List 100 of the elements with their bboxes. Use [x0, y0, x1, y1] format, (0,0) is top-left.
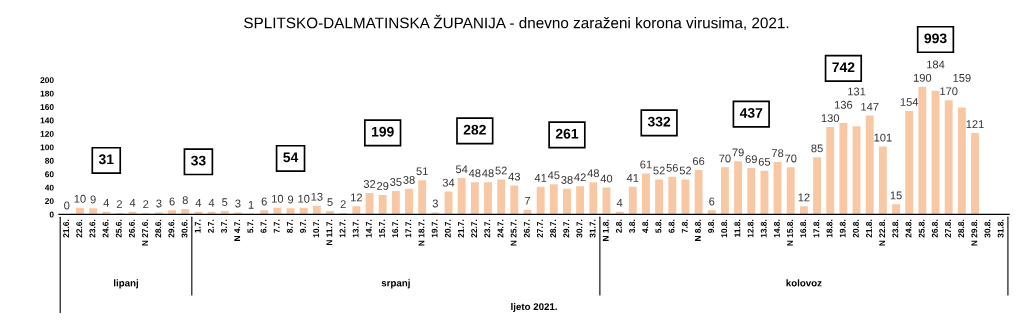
x-tick-label: 3.8.	[629, 219, 636, 233]
data-label: 0	[64, 201, 70, 210]
x-tick-label: 5.8.	[655, 219, 662, 233]
data-label: 85	[811, 144, 823, 153]
x-tick-label: 31.8.	[997, 219, 1004, 238]
data-label: 61	[640, 160, 652, 169]
x-tick-label: 21.6.	[63, 219, 70, 238]
x-tick-label: 19.7.	[431, 219, 438, 238]
data-label: 6	[169, 197, 175, 206]
chart-title: SPLITSKO-DALMATINSKA ŽUPANIJA - dnevno zaraženi korona virusima, 2021.	[244, 14, 789, 31]
data-label: 41	[534, 174, 547, 182]
data-label: 2	[143, 200, 149, 208]
data-label: 42	[574, 173, 586, 182]
data-label: 40	[600, 174, 613, 183]
x-tick-label: 9.8.	[708, 219, 714, 233]
x-tick-label: 30.8.	[984, 219, 991, 238]
data-label: 170	[940, 87, 958, 96]
data-label: 101	[874, 133, 892, 142]
data-label: 78	[771, 149, 784, 158]
data-label: 4	[195, 198, 202, 207]
x-tick-label: N 1.8.	[602, 219, 609, 241]
x-tick-label: 27.8.	[945, 219, 951, 238]
x-tick-label: 25.8.	[918, 219, 925, 238]
data-label: 121	[966, 120, 984, 128]
annotation: 437	[739, 107, 763, 118]
x-tick-label: 9.7.	[300, 219, 306, 233]
data-label: 130	[821, 114, 840, 123]
x-tick-label: 8.7.	[286, 219, 293, 233]
x-tick-label: 4.8.	[642, 219, 649, 234]
data-label: 6	[709, 197, 715, 206]
x-tick-label: 26.7.	[523, 219, 530, 238]
x-tick-label: 11.8.	[734, 219, 741, 237]
x-tick-label: 17.8.	[813, 219, 820, 238]
x-tick-label: 5.7.	[247, 219, 254, 233]
annotation: 332	[647, 116, 671, 127]
data-label: 43	[508, 172, 521, 181]
x-tick-label: 23.7.	[484, 219, 491, 238]
y-tick-label: 140	[40, 117, 54, 124]
data-label: 9	[287, 195, 294, 204]
y-tick-label: 80	[45, 157, 54, 164]
annotation: 31	[98, 154, 114, 165]
data-label: 159	[953, 73, 971, 82]
data-label: 48	[482, 169, 494, 178]
x-tick-label: 16.8.	[800, 219, 807, 238]
data-label: 48	[587, 169, 599, 178]
data-label: 52	[679, 166, 692, 175]
data-label: 52	[495, 166, 507, 175]
data-label: 2	[340, 200, 346, 208]
y-tick-label: 60	[45, 171, 54, 178]
data-label: 136	[834, 100, 853, 109]
data-label: 190	[913, 73, 932, 82]
x-tick-label: 24.8.	[905, 219, 912, 238]
annotation: 199	[371, 126, 394, 137]
data-label: 4	[103, 198, 110, 207]
annotation: 33	[191, 155, 206, 166]
data-label: 38	[403, 176, 415, 184]
data-label: 3	[235, 199, 241, 208]
x-tick-label: 25.6.	[115, 219, 122, 238]
data-label: 12	[798, 193, 810, 202]
data-label: 66	[692, 157, 705, 166]
x-tick-label: 13.7.	[352, 219, 359, 238]
x-tick-label: 7.8.	[681, 219, 688, 233]
x-tick-label: 22.7.	[471, 219, 477, 238]
x-tick-label: 23.6.	[89, 219, 96, 238]
x-tick-label: 20.7.	[444, 219, 451, 238]
x-tick-label: 10.7.	[313, 219, 320, 238]
y-tick-label: 40	[44, 184, 54, 191]
data-label: 5	[222, 198, 228, 207]
data-label: 3	[432, 199, 438, 208]
data-label: 69	[745, 155, 757, 164]
x-tick-label: 23.8.	[892, 219, 899, 238]
x-tick-label: 31.7.	[589, 219, 596, 238]
x-tick-label: 2.7.	[207, 219, 214, 233]
data-label: 10	[272, 194, 284, 203]
data-label: 3	[156, 199, 162, 208]
data-label: 6	[261, 197, 267, 206]
x-tick-label: N 25.7.	[510, 219, 517, 246]
annotation: 261	[555, 128, 579, 139]
data-label: 29	[377, 182, 389, 190]
x-tick-label: 14.8.	[773, 219, 780, 238]
y-tick-label: 180	[40, 90, 54, 97]
x-tick-label: N 15.8.	[787, 219, 793, 246]
y-tick-label: 200	[40, 77, 54, 84]
x-tick-label: 10.8.	[721, 219, 728, 238]
data-label: 147	[861, 102, 879, 111]
text: srpanj	[381, 279, 410, 289]
x-tick-label: N 4.7.	[234, 219, 241, 241]
x-tick-label: N 11.7.	[326, 219, 333, 246]
x-tick-label: 15.7.	[379, 219, 385, 238]
data-label: 54	[455, 165, 468, 174]
data-label: 2	[116, 200, 122, 208]
annotation: 282	[463, 124, 486, 135]
data-label: 70	[785, 154, 797, 163]
x-tick-label: N 18.7.	[418, 219, 425, 246]
x-tick-label: 28.8.	[958, 219, 965, 238]
x-tick-label: 28.6.	[155, 219, 162, 238]
data-label: 56	[666, 163, 678, 172]
x-tick-label: 17.7.	[405, 219, 412, 238]
data-label: 7	[524, 196, 531, 205]
x-tick-label: 30.7.	[576, 219, 583, 238]
